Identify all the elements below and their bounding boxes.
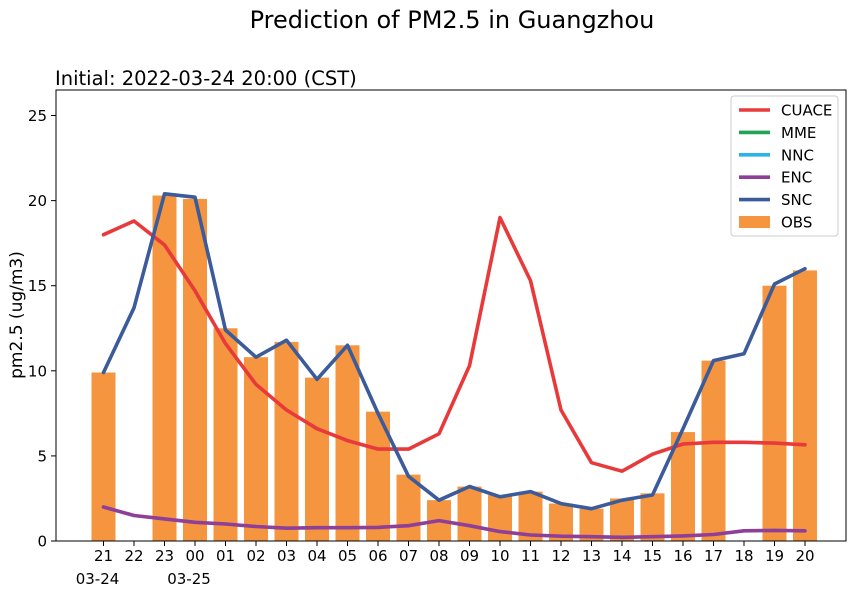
series-lines [101,192,807,540]
x-tick-label: 02 [246,547,265,565]
obs-bar-01 [213,328,238,541]
obs-bar-15 [640,493,665,541]
x-tick-label: 15 [643,547,662,565]
legend-label-snc: SNC [781,191,812,209]
obs-bar-09 [457,486,482,541]
x-date-label: 03-25 [167,570,211,588]
legend-swatch-obs [739,216,770,228]
x-date-label: 03-24 [76,570,120,588]
x-tick-label: 17 [704,547,723,565]
x-tick-label: 13 [582,547,601,565]
legend-label-mme: MME [781,124,816,142]
legend-label-obs: OBS [781,214,812,232]
x-tick-label: 10 [490,547,509,565]
obs-bar-00 [183,198,207,541]
obs-bar-03 [274,341,299,541]
y-tick-label: 20 [28,192,47,210]
x-tick-label: 11 [521,547,540,565]
x-tick-label: 06 [368,547,387,565]
x-tick-label: 22 [124,547,143,565]
obs-bar-02 [244,357,268,541]
series-line-enc [101,505,807,540]
x-tick-label: 09 [460,547,479,565]
x-tick-label: 00 [185,547,204,565]
series-line-cuace [101,215,807,474]
x-tick-label: 16 [673,547,692,565]
x-tick-label: 21 [94,547,113,565]
legend-label-enc: ENC [781,169,812,187]
x-tick-label: 20 [795,547,814,565]
x-tick-label: 14 [612,547,631,565]
x-tick-label: 18 [734,547,753,565]
y-tick-label: 10 [28,362,47,380]
obs-bar-17 [701,360,726,541]
series-line-snc [101,192,807,511]
chart-title: Prediction of PM2.5 in Guangzhou [250,6,655,34]
obs-bars [91,195,817,542]
obs-bar-14 [610,498,634,541]
obs-bar-21 [91,372,116,541]
y-tick-label: 15 [28,277,47,295]
y-axis-label: pm2.5 (ug/m3) [7,251,27,379]
plot-frame [55,89,847,542]
x-tick-label: 03 [277,547,296,565]
x-tick-label: 19 [765,547,784,565]
obs-bar-04 [305,377,329,541]
obs-bar-20 [793,270,817,541]
obs-bar-19 [762,285,787,541]
y-tick-label: 0 [37,533,47,551]
x-tick-label: 04 [307,547,326,565]
x-tick-label: 05 [338,547,357,565]
legend-label-nnc: NNC [781,146,814,164]
chart-subtitle: Initial: 2022-03-24 20:00 (CST) [55,67,357,90]
y-tick-label: 25 [28,107,47,125]
legend: CUACE MME NNC ENC SNC OBS [730,95,839,237]
x-tick-label: 01 [216,547,235,565]
y-tick-label: 5 [37,447,47,465]
obs-bar-23 [152,195,177,542]
x-tick-label: 08 [429,547,448,565]
obs-bar-07 [396,474,421,541]
legend-label-cuace: CUACE [781,102,832,120]
x-tick-label: 07 [399,547,418,565]
x-tick-label: 23 [155,547,174,565]
x-tick-label: 12 [551,547,570,565]
